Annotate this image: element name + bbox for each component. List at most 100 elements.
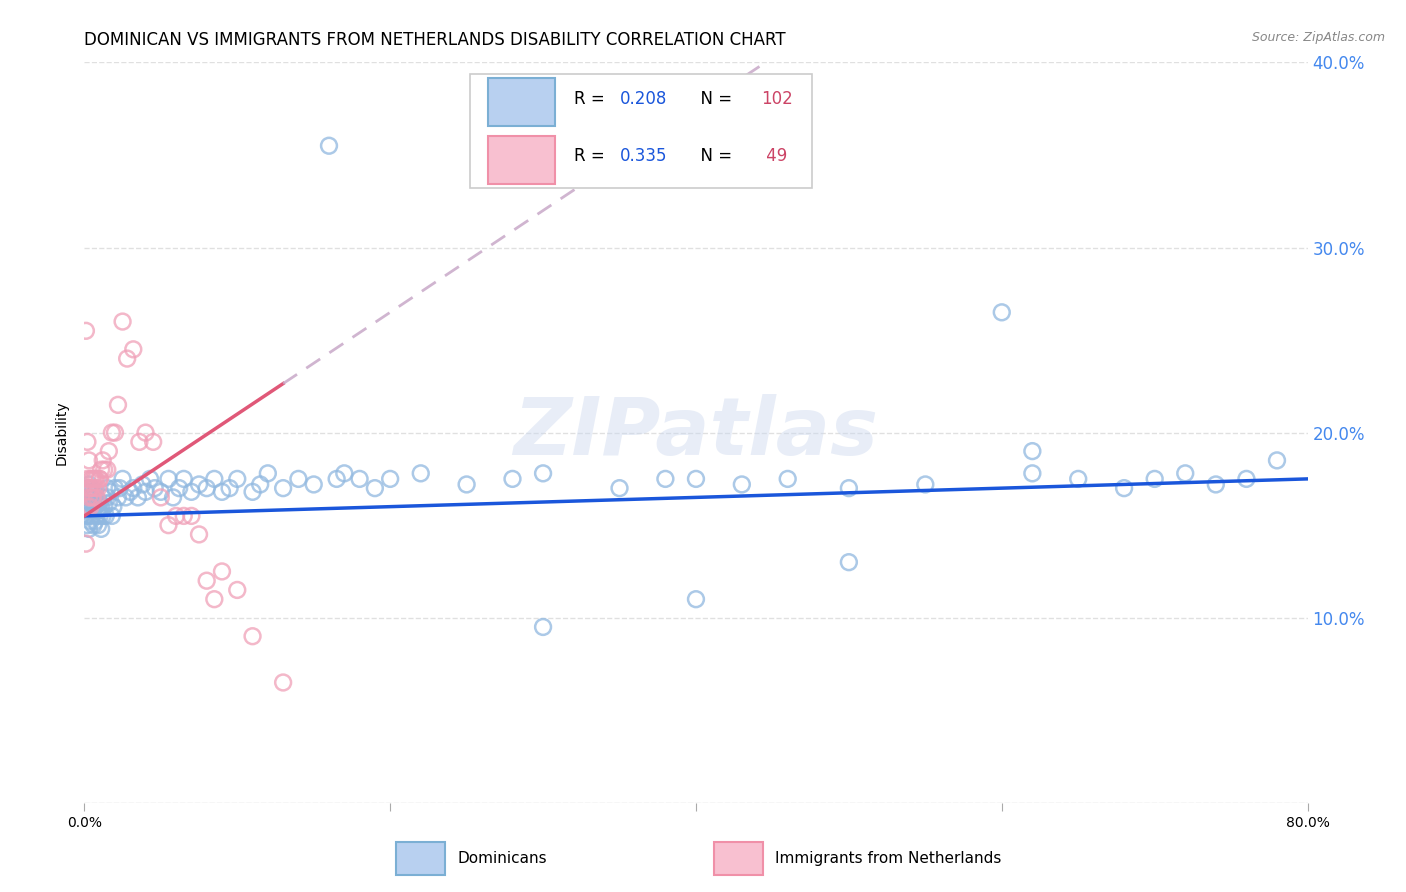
Point (101, 425, 124, 440)
Text: ZIPatlas: ZIPatlas (513, 393, 879, 472)
Point (107, 491, 129, 505)
Point (211, 565, 233, 579)
Point (502, 472, 524, 486)
Point (91, 508, 114, 523)
Point (86, 496, 108, 510)
Point (75, 508, 97, 523)
Point (364, 481, 387, 495)
Point (80, 484, 103, 499)
Y-axis label: Disability: Disability (55, 401, 69, 465)
Point (77, 508, 100, 523)
Point (173, 508, 195, 523)
Point (77, 481, 100, 495)
Point (202, 592, 225, 607)
Point (96, 491, 118, 505)
Point (76, 503, 98, 517)
Point (90, 522, 112, 536)
FancyBboxPatch shape (470, 73, 813, 188)
Point (257, 467, 280, 481)
Point (75, 536, 97, 550)
Point (79, 500, 101, 514)
Point (249, 477, 271, 491)
Point (111, 314, 134, 328)
Point (115, 351, 138, 366)
Point (242, 629, 264, 643)
Point (80, 472, 103, 486)
Point (83, 491, 105, 505)
FancyBboxPatch shape (488, 78, 555, 127)
Point (1236, 472, 1258, 486)
Point (271, 481, 294, 495)
Point (226, 472, 249, 486)
Point (139, 472, 162, 486)
Point (211, 484, 233, 499)
Point (131, 477, 153, 491)
Point (776, 472, 799, 486)
Point (94, 508, 117, 523)
Point (80, 491, 103, 505)
Point (84, 500, 107, 514)
Point (93, 500, 115, 514)
Point (87, 503, 110, 517)
Point (120, 484, 142, 499)
Point (991, 305, 1014, 319)
Point (838, 481, 860, 495)
Point (90, 462, 112, 476)
Point (242, 484, 264, 499)
Point (180, 484, 202, 499)
Point (79, 481, 101, 495)
Point (731, 477, 754, 491)
Point (1067, 472, 1090, 486)
Point (96, 481, 118, 495)
Point (333, 467, 356, 481)
Point (75, 324, 97, 338)
Point (157, 518, 180, 533)
Point (80, 481, 103, 495)
Point (165, 508, 187, 523)
Point (76, 491, 98, 505)
Point (79, 515, 101, 529)
Point (914, 477, 936, 491)
Point (76, 434, 98, 449)
Point (86, 472, 108, 486)
Text: Immigrants from Netherlands: Immigrants from Netherlands (776, 851, 1002, 866)
Point (135, 425, 157, 440)
Text: R =: R = (574, 147, 610, 165)
Point (77, 453, 100, 467)
Point (531, 620, 554, 634)
Point (380, 472, 402, 486)
Point (409, 467, 432, 481)
Point (84, 472, 107, 486)
Point (90, 500, 112, 514)
Point (84, 515, 107, 529)
Point (531, 467, 554, 481)
Point (76, 472, 98, 486)
Point (143, 481, 166, 495)
Point (1174, 467, 1197, 481)
Point (101, 508, 124, 523)
Point (107, 398, 129, 412)
Point (86, 491, 108, 505)
Point (104, 481, 127, 495)
Point (149, 484, 172, 499)
Point (122, 343, 145, 357)
Point (162, 491, 184, 505)
Point (79, 481, 101, 495)
Text: 0.335: 0.335 (620, 147, 668, 165)
Point (1205, 477, 1227, 491)
Point (1143, 472, 1166, 486)
Point (83, 518, 105, 533)
Text: N =: N = (690, 147, 737, 165)
Point (91, 453, 114, 467)
Point (108, 481, 131, 495)
Point (84, 484, 107, 499)
Point (89, 496, 111, 510)
Text: 49: 49 (761, 147, 787, 165)
Point (89, 508, 111, 523)
Point (87, 518, 110, 533)
Point (838, 555, 860, 569)
Point (77, 484, 100, 499)
Text: Dominicans: Dominicans (457, 851, 547, 866)
Point (188, 477, 211, 491)
Point (271, 675, 294, 690)
